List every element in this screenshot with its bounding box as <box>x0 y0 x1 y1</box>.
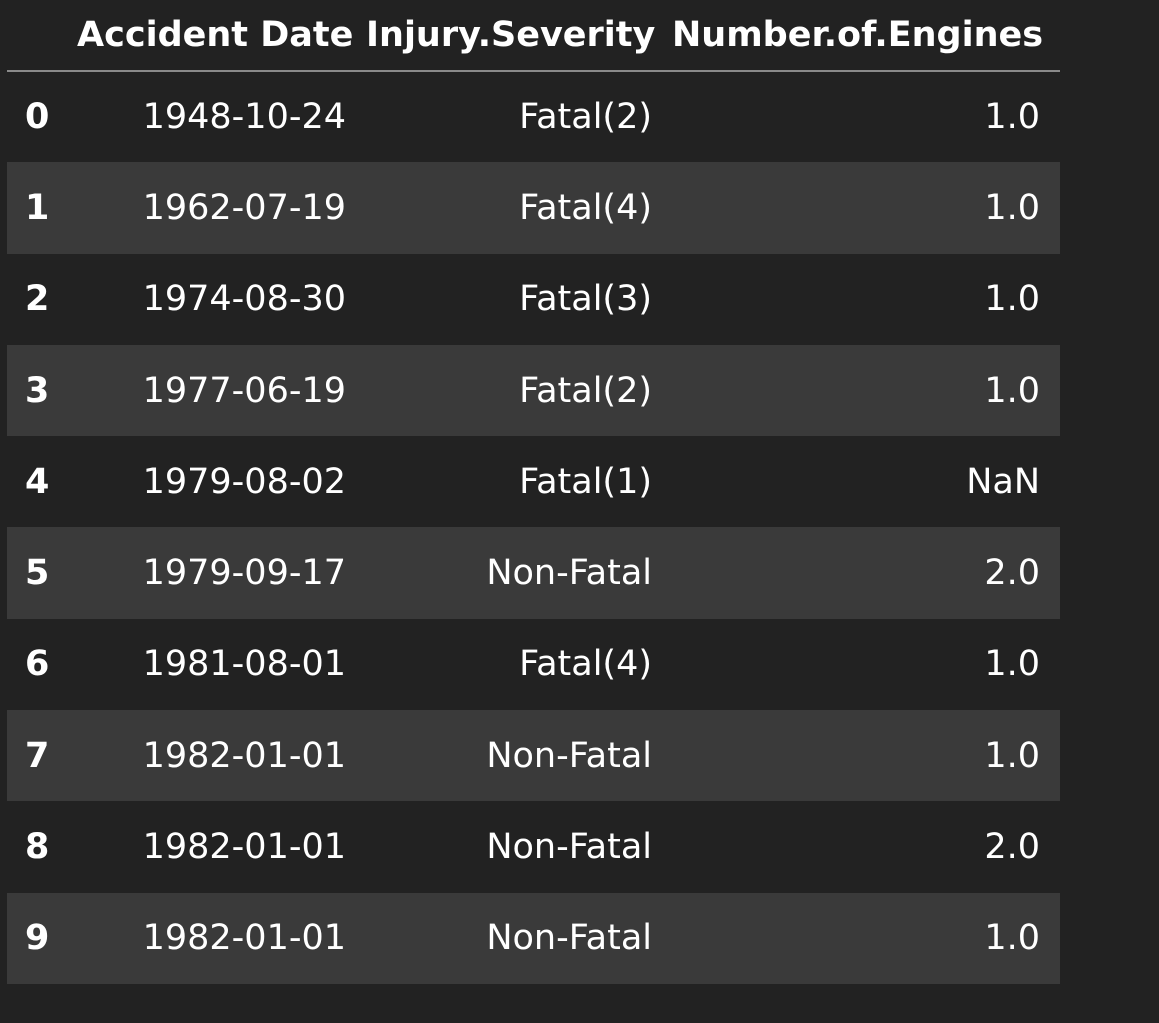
row-index: 2 <box>25 279 50 320</box>
cell-injury-severity: Non-Fatal <box>486 827 652 868</box>
dataframe-output: Accident Date Injury.Severity Number.of.… <box>7 0 1060 984</box>
cell-number-of-engines: 1.0 <box>984 187 1040 228</box>
cell-number-of-engines: 1.0 <box>984 644 1040 685</box>
table-row: 1 1962-07-19 Fatal(4) 1.0 <box>7 162 1060 254</box>
cell-accident-date: 1974-08-30 <box>142 279 346 320</box>
cell-number-of-engines: 1.0 <box>984 370 1040 411</box>
table-row: 4 1979-08-02 Fatal(1) NaN <box>7 436 1060 527</box>
column-header-number-of-engines: Number.of.Engines <box>672 0 1060 72</box>
table-row: 9 1982-01-01 Non-Fatal 1.0 <box>7 892 1060 984</box>
cell-number-of-engines: NaN <box>966 461 1040 502</box>
table-row: 6 1981-08-01 Fatal(4) 1.0 <box>7 619 1060 710</box>
header-row: Accident Date Injury.Severity Number.of.… <box>7 0 1060 72</box>
table-row: 0 1948-10-24 Fatal(2) 1.0 <box>7 71 1060 162</box>
row-index: 8 <box>25 827 50 868</box>
table-row: 7 1982-01-01 Non-Fatal 1.0 <box>7 710 1060 802</box>
row-index: 4 <box>25 461 50 502</box>
cell-accident-date: 1977-06-19 <box>142 370 346 411</box>
row-index: 5 <box>25 553 50 594</box>
table-row: 8 1982-01-01 Non-Fatal 2.0 <box>7 801 1060 892</box>
row-index: 9 <box>25 918 50 959</box>
cell-accident-date: 1979-08-02 <box>142 461 346 502</box>
cell-number-of-engines: 1.0 <box>984 97 1040 138</box>
cell-injury-severity: Non-Fatal <box>486 553 652 594</box>
table-row: 2 1974-08-30 Fatal(3) 1.0 <box>7 254 1060 345</box>
cell-injury-severity: Fatal(2) <box>519 370 652 411</box>
cell-injury-severity: Fatal(2) <box>519 97 652 138</box>
cell-number-of-engines: 2.0 <box>984 553 1040 594</box>
row-index: 7 <box>25 735 50 776</box>
cell-injury-severity: Non-Fatal <box>486 735 652 776</box>
cell-accident-date: 1981-08-01 <box>142 644 346 685</box>
row-index: 6 <box>25 644 50 685</box>
cell-injury-severity: Fatal(4) <box>519 644 652 685</box>
table-header: Accident Date Injury.Severity Number.of.… <box>7 0 1060 72</box>
dataframe-table: Accident Date Injury.Severity Number.of.… <box>7 0 1060 984</box>
cell-injury-severity: Fatal(4) <box>519 187 652 228</box>
row-index: 3 <box>25 370 50 411</box>
cell-number-of-engines: 2.0 <box>984 827 1040 868</box>
cell-number-of-engines: 1.0 <box>984 735 1040 776</box>
cell-accident-date: 1962-07-19 <box>142 187 346 228</box>
column-header-accident-date: Accident Date <box>77 0 366 72</box>
index-header <box>7 0 77 72</box>
cell-accident-date: 1982-01-01 <box>142 735 346 776</box>
cell-injury-severity: Fatal(1) <box>519 461 652 502</box>
cell-accident-date: 1948-10-24 <box>142 97 346 138</box>
column-header-injury-severity: Injury.Severity <box>366 0 672 72</box>
row-index: 0 <box>25 97 50 138</box>
cell-accident-date: 1979-09-17 <box>142 553 346 594</box>
cell-number-of-engines: 1.0 <box>984 279 1040 320</box>
table-row: 5 1979-09-17 Non-Fatal 2.0 <box>7 527 1060 619</box>
cell-accident-date: 1982-01-01 <box>142 827 346 868</box>
cell-injury-severity: Fatal(3) <box>519 279 652 320</box>
cell-number-of-engines: 1.0 <box>984 918 1040 959</box>
table-body: 0 1948-10-24 Fatal(2) 1.0 1 1962-07-19 F… <box>7 71 1060 984</box>
cell-injury-severity: Non-Fatal <box>486 918 652 959</box>
cell-accident-date: 1982-01-01 <box>142 918 346 959</box>
table-row: 3 1977-06-19 Fatal(2) 1.0 <box>7 344 1060 437</box>
row-index: 1 <box>25 187 50 228</box>
